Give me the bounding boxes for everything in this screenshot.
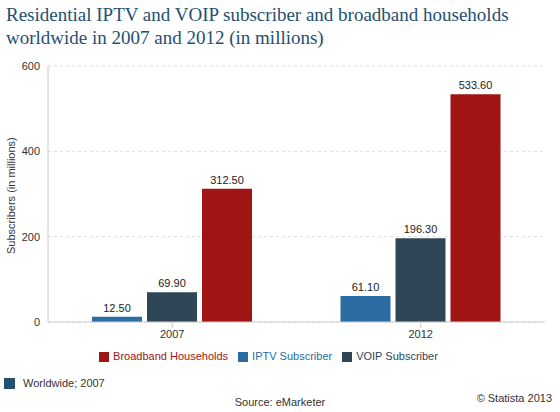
svg-text:400: 400 (22, 145, 40, 157)
svg-text:533.60: 533.60 (459, 79, 493, 91)
html-text:VOIP Subscriber: VOIP Subscriber (356, 350, 438, 362)
svg-text:312.50: 312.50 (210, 174, 244, 186)
html-text:IPTV Subscriber: IPTV Subscriber (252, 350, 333, 362)
svg-text:69.90: 69.90 (158, 277, 186, 289)
svg-text:12.50: 12.50 (103, 302, 131, 314)
html-text:Worldwide; 2007: Worldwide; 2007 (23, 377, 105, 389)
svg-text:0: 0 (34, 316, 40, 328)
html-text:© Statista 2013: © Statista 2013 (476, 392, 552, 404)
html-text:Broadband Households: Broadband Households (113, 350, 229, 362)
svg-text:Subscribers (in millions): Subscribers (in millions) (8, 137, 17, 254)
svg-text:2007: 2007 (160, 328, 184, 340)
svg-text:61.10: 61.10 (352, 281, 380, 293)
svg-text:196.30: 196.30 (404, 223, 438, 235)
svg-text:2012: 2012 (409, 328, 433, 340)
svg-text:600: 600 (22, 60, 40, 72)
svg-text:200: 200 (22, 231, 40, 243)
html-text:Residential IPTV and VOIP subs: Residential IPTV and VOIP subscriber and… (6, 4, 509, 48)
html-text:Source: eMarketer: Source: eMarketer (234, 396, 326, 408)
